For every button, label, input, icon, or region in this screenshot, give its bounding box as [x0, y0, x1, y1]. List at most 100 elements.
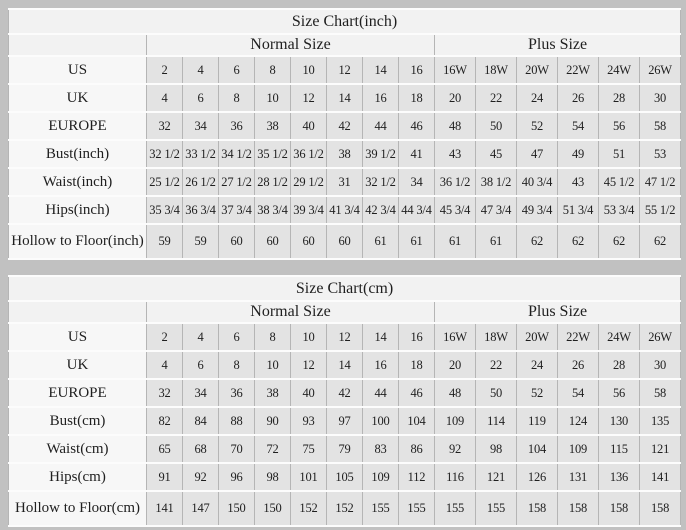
size-value-cell: 158 — [638, 490, 682, 527]
table-row: Hips(cm) 91 92 96 98 101 105 109 112 116 121 126 131… — [8, 462, 682, 492]
size-value-cell: 16 — [362, 83, 399, 113]
size-value-cell: 6 — [218, 322, 255, 352]
table-title: Size Chart(cm) — [7, 275, 682, 302]
table-row: UK 4 6 8 10 12 14 16 18 20 22 24 26 28 30 — [8, 83, 682, 113]
size-value-cell: 97 — [326, 406, 363, 436]
table-row: US 2 4 6 8 10 12 14 16 16W 18W 20W 22W 24W 26W — [8, 55, 682, 85]
size-value-cell: 59 — [182, 223, 219, 260]
title-row: Size Chart(inch) — [7, 8, 682, 35]
row-label-cell: Hollow to Floor(cm) — [8, 490, 147, 527]
size-value-cell: 90 — [254, 406, 291, 436]
size-value-cell: 38 — [254, 378, 291, 408]
size-value-cell: 34 — [182, 378, 219, 408]
size-value-cell: 61 — [362, 223, 399, 260]
size-value-cell: 24W — [598, 322, 640, 352]
size-value-cell: 2 — [146, 322, 183, 352]
size-value-cell: 42 — [326, 111, 363, 141]
size-value-cell: 121 — [638, 434, 682, 464]
size-value-cell: 109 — [434, 406, 476, 436]
size-value-cell: 8 — [254, 55, 291, 85]
size-value-cell: 58 — [638, 378, 682, 408]
size-value-cell: 150 — [254, 490, 291, 527]
size-value-cell: 16 — [362, 350, 399, 380]
size-value-cell: 104 — [398, 406, 435, 436]
size-value-cell: 12 — [290, 83, 327, 113]
size-value-cell: 45 3/4 — [434, 195, 476, 225]
size-value-cell: 39 1/2 — [362, 139, 399, 169]
size-value-cell: 50 — [475, 378, 517, 408]
size-value-cell: 116 — [434, 462, 476, 492]
column-group-plus-size: Plus Size — [433, 33, 682, 57]
size-value-cell: 115 — [598, 434, 640, 464]
group-header-row: Normal Size Plus Size — [8, 300, 682, 324]
size-value-cell: 8 — [218, 350, 255, 380]
size-value-cell: 41 — [398, 139, 435, 169]
size-value-cell: 61 — [398, 223, 435, 260]
size-value-cell: 24 — [516, 350, 558, 380]
size-value-cell: 131 — [557, 462, 599, 492]
table-row: US 2 4 6 8 10 12 14 16 16W 18W 20W 22W 24W 26W — [8, 322, 682, 352]
row-label-cell: Bust(cm) — [8, 406, 147, 436]
size-value-cell: 150 — [218, 490, 255, 527]
size-chart-cm-wrap: Size Chart(cm) Normal Size Plus Size US 2 4 6 8… — [7, 260, 682, 527]
size-value-cell: 155 — [434, 490, 476, 527]
size-value-cell: 6 — [182, 83, 219, 113]
size-value-cell: 10 — [254, 83, 291, 113]
size-value-cell: 79 — [326, 434, 363, 464]
size-value-cell: 34 — [398, 167, 435, 197]
size-value-cell: 60 — [254, 223, 291, 260]
size-value-cell: 18W — [475, 322, 517, 352]
size-value-cell: 16W — [434, 55, 476, 85]
table-row: Hips(inch) 35 3/4 36 3/4 37 3/4 38 3/4 39 3/4… — [8, 195, 682, 225]
size-value-cell: 44 — [362, 378, 399, 408]
row-label-cell: UK — [8, 83, 147, 113]
size-value-cell: 65 — [146, 434, 183, 464]
size-value-cell: 42 — [326, 378, 363, 408]
size-value-cell: 96 — [218, 462, 255, 492]
size-value-cell: 54 — [557, 111, 599, 141]
size-value-cell: 46 — [398, 111, 435, 141]
size-value-cell: 121 — [475, 462, 517, 492]
table-row: Bust(cm) 82 84 88 90 93 97 100 104 109 114 119 124 13… — [8, 406, 682, 436]
size-value-cell: 6 — [182, 350, 219, 380]
size-value-cell: 12 — [290, 350, 327, 380]
size-value-cell: 51 — [598, 139, 640, 169]
column-group-plus-size: Plus Size — [433, 300, 682, 324]
size-value-cell: 36 1/2 — [434, 167, 476, 197]
size-value-cell: 136 — [598, 462, 640, 492]
size-value-cell: 47 3/4 — [475, 195, 517, 225]
size-value-cell: 44 3/4 — [398, 195, 435, 225]
size-value-cell: 20W — [516, 322, 558, 352]
size-value-cell: 39 3/4 — [290, 195, 327, 225]
size-value-cell: 36 — [218, 378, 255, 408]
size-value-cell: 62 — [598, 223, 640, 260]
size-value-cell: 14 — [326, 83, 363, 113]
size-value-cell: 158 — [598, 490, 640, 527]
table-row: Waist(inch) 25 1/2 26 1/2 27 1/2 28 1/2 29 1/… — [8, 167, 682, 197]
size-value-cell: 12 — [326, 322, 363, 352]
size-value-cell: 12 — [326, 55, 363, 85]
size-value-cell: 35 3/4 — [146, 195, 183, 225]
size-value-cell: 20 — [434, 83, 476, 113]
size-value-cell: 60 — [218, 223, 255, 260]
table-row: Hollow to Floor(cm) 141 147 150 150 152 152 155… — [8, 490, 682, 527]
size-value-cell: 36 3/4 — [182, 195, 219, 225]
size-value-cell: 60 — [290, 223, 327, 260]
size-value-cell: 152 — [326, 490, 363, 527]
size-value-cell: 16W — [434, 322, 476, 352]
size-value-cell: 109 — [362, 462, 399, 492]
size-value-cell: 32 1/2 — [362, 167, 399, 197]
size-value-cell: 49 3/4 — [516, 195, 558, 225]
size-value-cell: 35 1/2 — [254, 139, 291, 169]
size-value-cell: 10 — [254, 350, 291, 380]
size-value-cell: 6 — [218, 55, 255, 85]
size-value-cell: 98 — [254, 462, 291, 492]
size-value-cell: 22 — [475, 83, 517, 113]
size-value-cell: 52 — [516, 378, 558, 408]
size-value-cell: 47 — [516, 139, 558, 169]
size-value-cell: 10 — [290, 322, 327, 352]
size-value-cell: 18W — [475, 55, 517, 85]
size-value-cell: 44 — [362, 111, 399, 141]
size-value-cell: 48 — [434, 111, 476, 141]
